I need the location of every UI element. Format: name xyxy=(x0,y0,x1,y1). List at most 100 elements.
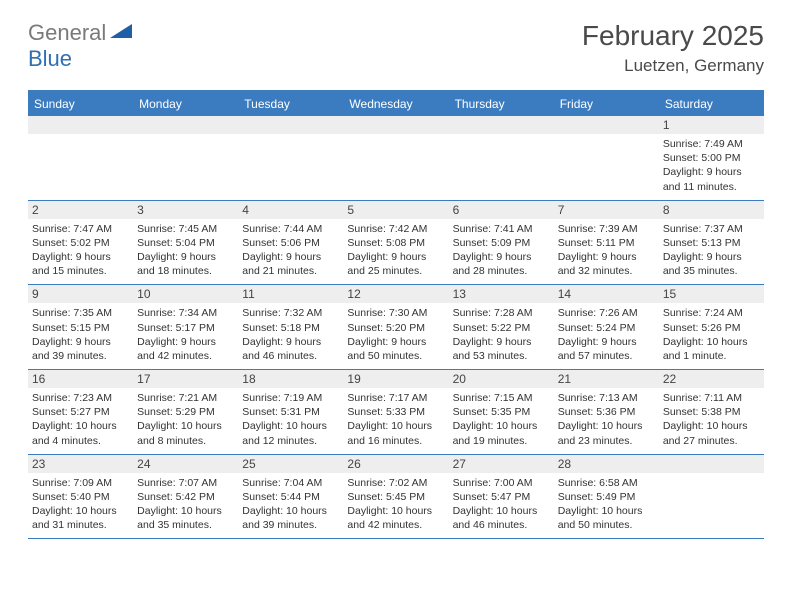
sunrise-line: Sunrise: 7:35 AM xyxy=(32,306,129,320)
calendar-cell: 19Sunrise: 7:17 AMSunset: 5:33 PMDayligh… xyxy=(343,370,448,454)
daylight-line-2: and 32 minutes. xyxy=(558,264,655,278)
sunset-line: Sunset: 5:13 PM xyxy=(663,236,760,250)
calendar-cell: 16 Sunrise: 7:23 AMSunset: 5:27 PMDayligh… xyxy=(28,370,133,454)
week-row: 1Sunrise: 7:49 AMSunset: 5:00 PMDaylight… xyxy=(28,116,764,201)
daylight-line-2: and 42 minutes. xyxy=(137,349,234,363)
day-number xyxy=(238,116,343,134)
calendar-cell: 26Sunrise: 7:02 AMSunset: 5:45 PMDayligh… xyxy=(343,455,448,539)
daylight-line-1: Daylight: 10 hours xyxy=(347,504,444,518)
daylight-line-2: and 12 minutes. xyxy=(242,434,339,448)
sunset-line: Sunset: 5:44 PM xyxy=(242,490,339,504)
sunset-line: Sunset: 5:35 PM xyxy=(453,405,550,419)
sunset-line: Sunset: 5:47 PM xyxy=(453,490,550,504)
day-number: 23 xyxy=(28,455,133,473)
sunset-line: Sunset: 5:22 PM xyxy=(453,321,550,335)
day-number xyxy=(449,116,554,134)
day-number: 10 xyxy=(133,285,238,303)
day-number: 24 xyxy=(133,455,238,473)
day-number: 16 xyxy=(28,370,133,388)
day-number: 18 xyxy=(238,370,343,388)
sunrise-line: Sunrise: 7:41 AM xyxy=(453,222,550,236)
sunrise-line: Sunrise: 7:37 AM xyxy=(663,222,760,236)
sunset-line: Sunset: 5:02 PM xyxy=(32,236,129,250)
day-number: 22 xyxy=(659,370,764,388)
day-number: 3 xyxy=(133,201,238,219)
daylight-line-1: Daylight: 10 hours xyxy=(242,504,339,518)
calendar-cell: 22Sunrise: 7:11 AMSunset: 5:38 PMDayligh… xyxy=(659,370,764,454)
daylight-line-2: and 11 minutes. xyxy=(663,180,760,194)
day-number: 13 xyxy=(449,285,554,303)
calendar-cell: 11Sunrise: 7:32 AMSunset: 5:18 PMDayligh… xyxy=(238,285,343,369)
sunrise-line: Sunrise: 7:11 AM xyxy=(663,391,760,405)
day-header-thursday: Thursday xyxy=(449,92,554,116)
day-header-row: SundayMondayTuesdayWednesdayThursdayFrid… xyxy=(28,92,764,116)
sunset-line: Sunset: 5:26 PM xyxy=(663,321,760,335)
daylight-line-2: and 27 minutes. xyxy=(663,434,760,448)
week-row: 23Sunrise: 7:09 AMSunset: 5:40 PMDayligh… xyxy=(28,455,764,540)
daylight-line-1: Daylight: 10 hours xyxy=(453,504,550,518)
day-number xyxy=(28,116,133,134)
calendar-cell: 24Sunrise: 7:07 AMSunset: 5:42 PMDayligh… xyxy=(133,455,238,539)
calendar-cell: 6Sunrise: 7:41 AMSunset: 5:09 PMDaylight… xyxy=(449,201,554,285)
daylight-line-2: and 50 minutes. xyxy=(347,349,444,363)
sunrise-line: Sunrise: 7:30 AM xyxy=(347,306,444,320)
daylight-line-1: Daylight: 9 hours xyxy=(453,335,550,349)
daylight-line-2: and 16 minutes. xyxy=(347,434,444,448)
sunset-line: Sunset: 5:15 PM xyxy=(32,321,129,335)
sunrise-line: Sunrise: 7:45 AM xyxy=(137,222,234,236)
sunset-line: Sunset: 5:40 PM xyxy=(32,490,129,504)
daylight-line-1: Daylight: 9 hours xyxy=(242,335,339,349)
day-header-wednesday: Wednesday xyxy=(343,92,448,116)
daylight-line-2: and 25 minutes. xyxy=(347,264,444,278)
daylight-line-2: and 46 minutes. xyxy=(453,518,550,532)
daylight-line-2: and 35 minutes. xyxy=(137,518,234,532)
sunset-line: Sunset: 5:04 PM xyxy=(137,236,234,250)
daylight-line-1: Daylight: 9 hours xyxy=(137,250,234,264)
sunset-line: Sunset: 5:11 PM xyxy=(558,236,655,250)
sunrise-line: Sunrise: 7:49 AM xyxy=(663,137,760,151)
sunrise-line: Sunrise: 7:23 AM xyxy=(32,391,129,405)
daylight-line-2: and 15 minutes. xyxy=(32,264,129,278)
calendar-cell: 27Sunrise: 7:00 AMSunset: 5:47 PMDayligh… xyxy=(449,455,554,539)
sunrise-line: Sunrise: 6:58 AM xyxy=(558,476,655,490)
sunset-line: Sunset: 5:27 PM xyxy=(32,405,129,419)
daylight-line-1: Daylight: 9 hours xyxy=(347,335,444,349)
sunset-line: Sunset: 5:24 PM xyxy=(558,321,655,335)
daylight-line-1: Daylight: 10 hours xyxy=(558,419,655,433)
week-row: 9Sunrise: 7:35 AMSunset: 5:15 PMDaylight… xyxy=(28,285,764,370)
daylight-line-1: Daylight: 10 hours xyxy=(32,504,129,518)
calendar-cell: 13Sunrise: 7:28 AMSunset: 5:22 PMDayligh… xyxy=(449,285,554,369)
daylight-line-2: and 28 minutes. xyxy=(453,264,550,278)
logo-triangle-icon xyxy=(110,22,132,38)
day-number: 2 xyxy=(28,201,133,219)
daylight-line-1: Daylight: 10 hours xyxy=(453,419,550,433)
day-number: 21 xyxy=(554,370,659,388)
sunset-line: Sunset: 5:38 PM xyxy=(663,405,760,419)
daylight-line-2: and 42 minutes. xyxy=(347,518,444,532)
sunset-line: Sunset: 5:49 PM xyxy=(558,490,655,504)
day-number: 19 xyxy=(343,370,448,388)
daylight-line-1: Daylight: 9 hours xyxy=(137,335,234,349)
day-header-sunday: Sunday xyxy=(28,92,133,116)
calendar-cell: 4Sunrise: 7:44 AMSunset: 5:06 PMDaylight… xyxy=(238,201,343,285)
daylight-line-1: Daylight: 10 hours xyxy=(32,419,129,433)
sunrise-line: Sunrise: 7:24 AM xyxy=(663,306,760,320)
calendar-cell-empty xyxy=(133,116,238,200)
daylight-line-1: Daylight: 9 hours xyxy=(32,250,129,264)
daylight-line-1: Daylight: 9 hours xyxy=(663,250,760,264)
sunset-line: Sunset: 5:36 PM xyxy=(558,405,655,419)
sunrise-line: Sunrise: 7:19 AM xyxy=(242,391,339,405)
calendar-cell: 28Sunrise: 6:58 AMSunset: 5:49 PMDayligh… xyxy=(554,455,659,539)
calendar-cell-empty xyxy=(554,116,659,200)
daylight-line-1: Daylight: 10 hours xyxy=(137,504,234,518)
logo-text-general: General xyxy=(28,20,106,46)
daylight-line-1: Daylight: 9 hours xyxy=(453,250,550,264)
daylight-line-1: Daylight: 9 hours xyxy=(663,165,760,179)
calendar-cell: 3 Sunrise: 7:45 AMSunset: 5:04 PMDaylight… xyxy=(133,201,238,285)
sunrise-line: Sunrise: 7:32 AM xyxy=(242,306,339,320)
sunset-line: Sunset: 5:18 PM xyxy=(242,321,339,335)
daylight-line-1: Daylight: 9 hours xyxy=(558,335,655,349)
sunrise-line: Sunrise: 7:17 AM xyxy=(347,391,444,405)
day-header-tuesday: Tuesday xyxy=(238,92,343,116)
day-number: 17 xyxy=(133,370,238,388)
